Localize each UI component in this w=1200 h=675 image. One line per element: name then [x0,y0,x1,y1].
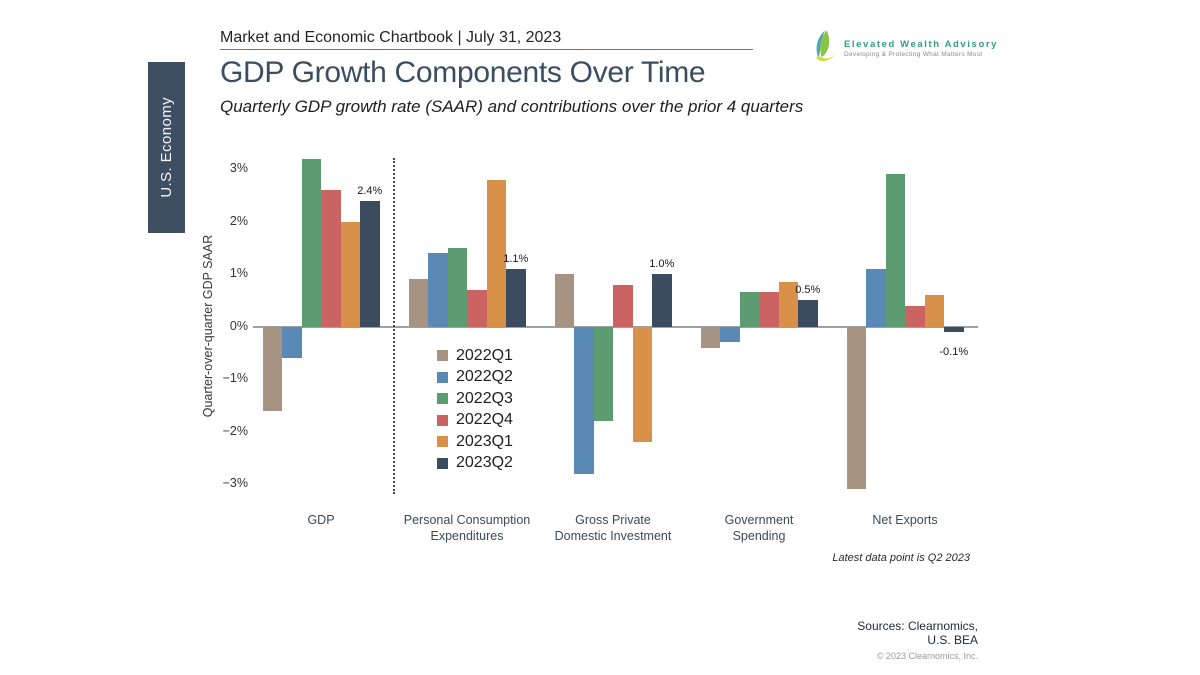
value-label-2023Q2: 2.4% [357,184,383,197]
legend-label: 2023Q1 [456,432,513,450]
legend-label: 2022Q2 [456,368,513,386]
legend-swatch [437,436,448,448]
value-label-2023Q2: -0.1% [939,345,969,358]
x-axis-category-label: Personal Consumption Expenditures [382,512,552,544]
header-divider [220,49,753,50]
x-axis-category-label-line: GDP [307,513,335,527]
legend-item: 2022Q1 [437,345,513,367]
value-label-2023Q2: 1.1% [503,252,529,265]
y-tick-label: −2% [222,423,248,438]
chart-bar-2023Q2 [798,300,818,327]
legend-label: 2022Q4 [456,411,513,429]
copyright: © 2023 Clearnomics, Inc. [876,651,978,661]
x-axis-category-label-line: Personal Consumption [403,513,531,527]
x-axis-category-label: Gross Private Domestic Investment [528,512,698,544]
chart-bar-2022Q1 [554,274,574,327]
value-label-2023Q2: 0.5% [795,284,821,297]
x-axis-category-label-line: Gross Private [575,513,651,527]
chart-bar-2023Q1 [340,221,360,327]
legend-label: 2022Q1 [456,346,513,364]
chart-bar-2023Q1 [924,295,944,327]
latest-data-footnote: Latest data point is Q2 2023 [832,552,970,564]
chart-bar-2023Q1 [486,179,506,327]
x-axis-category-label: Net Exports [820,512,990,528]
chartbook-header: Market and Economic Chartbook | July 31,… [220,29,562,46]
y-tick-label: 0% [229,318,248,333]
chart-bar-2022Q1 [408,279,428,327]
chart-bar-2022Q1 [846,326,866,490]
chart-bar-2022Q3 [739,292,759,327]
zero-axis-line [253,325,978,328]
x-axis-category-label: Government Spending [674,512,844,544]
chart-bar-2022Q4 [905,305,925,327]
legend-swatch [437,457,448,469]
legend-item: 2023Q1 [437,431,513,453]
legend-label: 2023Q2 [456,454,513,472]
legend-swatch [437,393,448,405]
x-axis-category-label: GDP [236,512,406,528]
gdp-components-separator-line [393,158,395,494]
chart-bar-2022Q3 [447,247,467,327]
x-axis-category-label-line: Spending [732,529,786,543]
chart-bar-2023Q1 [778,281,798,327]
chart-bar-2022Q1 [262,326,282,411]
y-tick-label: −1% [222,371,248,385]
logo-tagline: Developing & Protecting What Matters Mos… [844,51,983,58]
section-tab-us-economy: U.S. Economy [148,62,185,233]
legend-item: 2022Q4 [437,410,513,432]
chart-bar-2022Q2 [574,326,594,474]
y-tick-label: 2% [229,213,248,228]
chart-bar-2023Q2 [506,268,526,327]
legend-swatch [437,414,448,426]
chart-bar-2022Q2 [282,326,302,358]
sources-block: Sources: Clearnomics, U.S. BEA © 2023 Cl… [778,619,978,664]
chart-bar-2022Q4 [321,190,341,327]
chart-bar-2022Q3 [885,174,905,327]
legend-label: 2022Q3 [456,389,513,407]
company-logo: Elevated Wealth Advisory Developing & Pr… [812,28,998,69]
legend-item: 2022Q3 [437,388,513,410]
chart-bar-2023Q1 [632,326,652,442]
legend-swatch [437,371,448,383]
chart-bar-2023Q2 [360,200,380,327]
leaf-logo-icon [812,28,838,69]
chart-bar-2022Q4 [467,289,487,327]
chart-bar-2022Q1 [700,326,720,348]
chart-bar-2022Q3 [301,158,321,327]
x-axis-category-label-line: Domestic Investment [554,529,672,543]
logo-text: Elevated Wealth Advisory Developing & Pr… [844,39,998,58]
x-axis-category-label-line: Net Exports [872,513,938,527]
sources-line2: U.S. BEA [927,632,978,647]
section-tab-label: U.S. Economy [158,97,175,198]
page-subtitle: Quarterly GDP growth rate (SAAR) and con… [220,97,804,116]
x-axis-category-label-line: Government [724,513,794,527]
y-tick-label: 3% [229,161,248,175]
legend-item: 2023Q2 [437,453,513,475]
value-label-2023Q2: 1.0% [649,258,675,270]
chart-bar-2022Q2 [720,326,740,343]
sources-line1: Sources: Clearnomics, [857,619,978,633]
y-tick-label: −3% [222,476,248,490]
legend: 2022Q1 2022Q2 2022Q3 2022Q4 2023Q1 2023Q2 [437,345,513,474]
chart-bar-2023Q2 [944,326,964,332]
x-axis-category-label-line: Expenditures [430,529,504,543]
chart-bar-2022Q2 [866,268,886,327]
chart-bar-2022Q4 [613,284,633,327]
chart-bar-2022Q2 [428,253,448,327]
chart-bar-2023Q2 [652,274,672,327]
legend-item: 2022Q2 [437,367,513,389]
page-title: GDP Growth Components Over Time [220,56,706,89]
chart-bar-2022Q4 [759,292,779,327]
legend-swatch [437,350,448,362]
logo-name: Elevated Wealth Advisory [844,39,999,50]
chart-bar-2022Q3 [593,326,613,421]
y-tick-label: 1% [229,266,248,280]
